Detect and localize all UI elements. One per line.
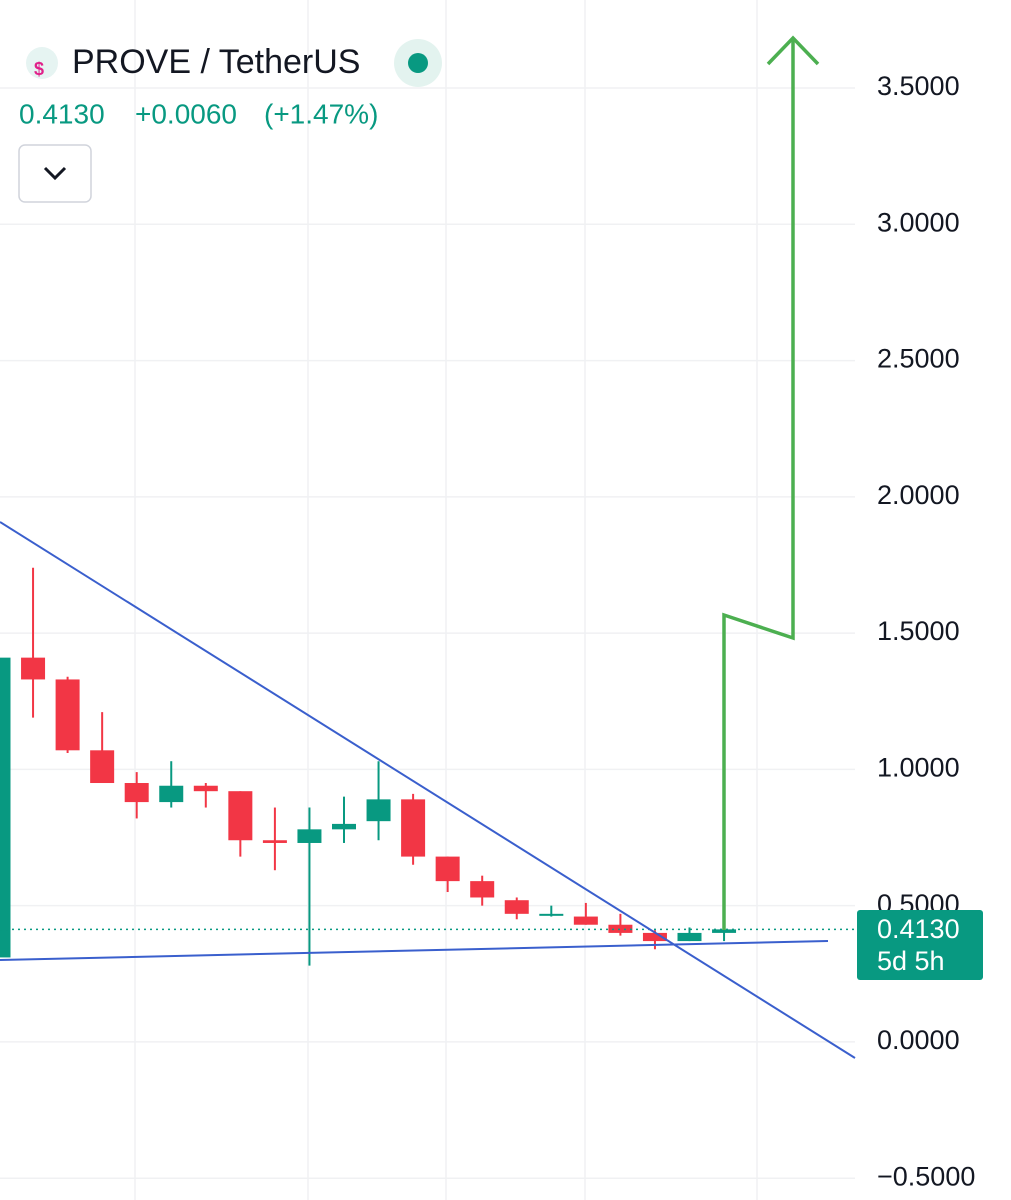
candle-body xyxy=(608,924,633,933)
candle-body xyxy=(366,799,391,822)
candle-body xyxy=(297,829,322,843)
price-tag-bg xyxy=(857,910,983,980)
vertical-grid xyxy=(134,0,758,1200)
candle-body xyxy=(642,932,667,942)
collapse-button[interactable] xyxy=(18,144,92,203)
candle-body xyxy=(677,932,702,942)
candle-body xyxy=(90,750,115,784)
symbol-logo xyxy=(26,47,58,79)
chevron-icon xyxy=(43,166,67,181)
candle-body xyxy=(55,679,80,751)
price-tag: 0.4130 5d 5h xyxy=(857,910,983,980)
candle-body xyxy=(21,657,46,680)
trendline-lower xyxy=(0,940,829,961)
price-change: +0.0060 xyxy=(135,98,237,129)
candle-body xyxy=(228,791,253,841)
candle-body xyxy=(193,785,218,792)
y-tick-label: 0.0000 xyxy=(877,1025,960,1055)
candle-body xyxy=(0,657,11,958)
y-tick-label: 2.5000 xyxy=(877,344,960,374)
header: $ PROVE / TetherUS 0.4130 +0.0060 (+1.47… xyxy=(18,39,442,203)
symbol-title: PROVE / TetherUS xyxy=(72,43,361,81)
y-tick-label: 1.0000 xyxy=(877,753,960,783)
candle-body xyxy=(435,856,460,882)
grid: −0.50000.00000.50001.00001.50002.00002.5… xyxy=(0,71,975,1191)
candle-body xyxy=(262,840,287,843)
last-price: 0.4130 xyxy=(19,98,105,129)
trendline-upper xyxy=(0,521,856,1059)
countdown: 5d 5h xyxy=(877,946,945,976)
candle-body xyxy=(470,881,495,898)
candles xyxy=(0,567,855,966)
candle-body xyxy=(504,900,529,914)
price-change-pct: (+1.47%) xyxy=(264,98,378,129)
candle-body xyxy=(124,783,149,803)
drawings xyxy=(0,35,856,1059)
y-tick-label: −0.5000 xyxy=(877,1161,975,1191)
symbol-logo-mark: $ xyxy=(34,59,44,79)
y-tick-label: 3.0000 xyxy=(877,207,960,237)
projection-arrow xyxy=(722,40,795,930)
candle-body xyxy=(401,799,426,857)
y-tick-label: 3.5000 xyxy=(877,71,960,101)
arrow-head xyxy=(766,35,820,66)
candle-body xyxy=(539,913,564,916)
y-tick-label: 1.5000 xyxy=(877,616,960,646)
price-tag-value: 0.4130 xyxy=(877,914,960,944)
candle-body xyxy=(332,823,356,830)
status-dot xyxy=(408,53,428,73)
candle-body xyxy=(712,929,737,933)
candle-body xyxy=(573,916,598,925)
candle-body xyxy=(159,785,184,803)
y-tick-label: 2.0000 xyxy=(877,480,960,510)
